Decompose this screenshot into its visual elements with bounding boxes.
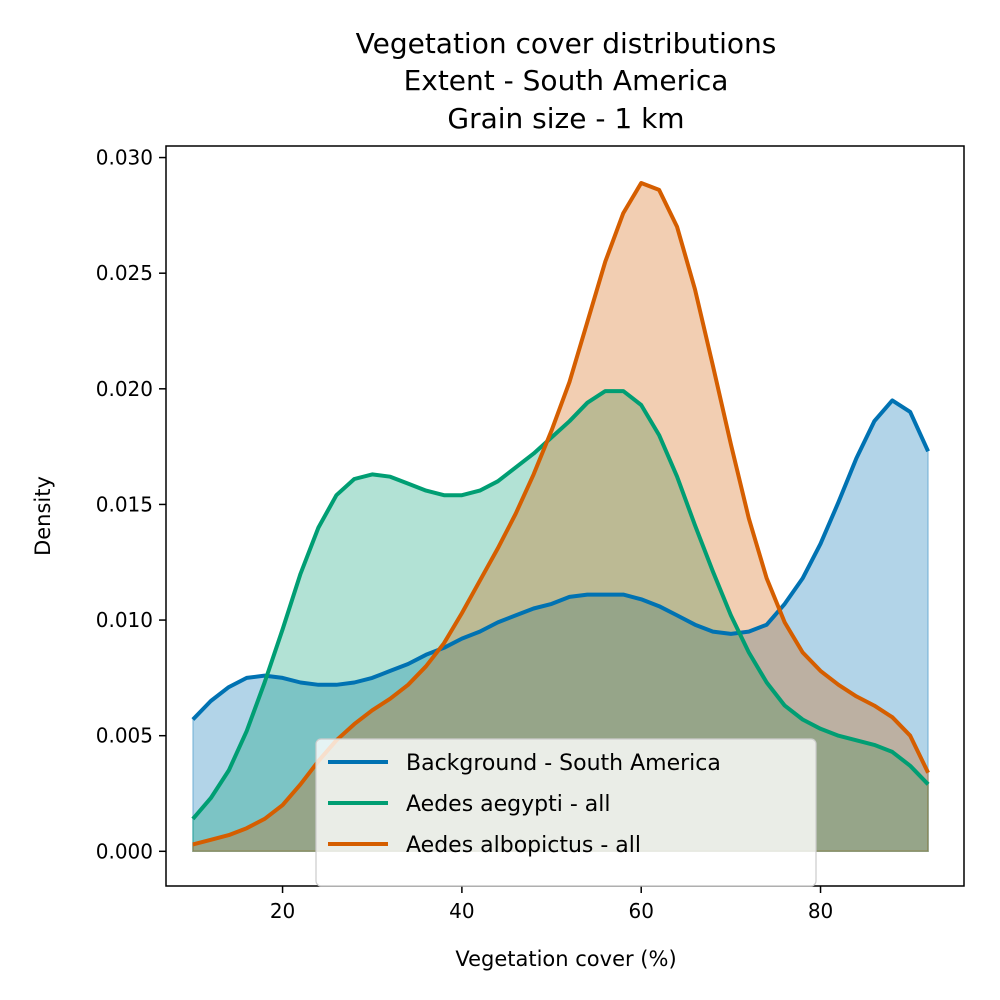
x-axis-label: Vegetation cover (%) (455, 947, 676, 971)
y-tick-label: 0.005 (96, 724, 153, 748)
y-tick-label: 0.025 (96, 261, 153, 285)
y-tick-label: 0.000 (96, 839, 153, 863)
x-axis-ticks: 20 40 60 80 (270, 886, 833, 923)
chart-title-line-1: Vegetation cover distributions (356, 27, 777, 60)
legend-label-albopictus: Aedes albopictus - all (406, 833, 641, 858)
legend-label-background: Background - South America (406, 751, 721, 776)
y-tick-label: 0.010 (96, 608, 153, 632)
x-tick-label: 20 (270, 899, 295, 923)
chart-title-line-3: Grain size - 1 km (447, 102, 684, 135)
legend: Background - South America Aedes aegypti… (315, 738, 817, 887)
legend-box (315, 738, 817, 887)
x-tick-label: 40 (449, 899, 474, 923)
x-tick-label: 60 (628, 899, 653, 923)
density-line-aegypti (191, 389, 930, 821)
density-line-background (191, 398, 930, 721)
y-tick-label: 0.015 (96, 492, 153, 516)
y-axis-label: Density (31, 476, 55, 556)
y-tick-label: 0.030 (96, 146, 153, 170)
y-axis-ticks: 0.000 0.005 0.010 0.015 0.020 0.025 0.030 (96, 146, 166, 863)
x-tick-label: 80 (808, 899, 833, 923)
chart-title-line-2: Extent - South America (404, 64, 729, 97)
y-tick-label: 0.020 (96, 377, 153, 401)
legend-label-aegypti: Aedes aegypti - all (406, 792, 611, 817)
